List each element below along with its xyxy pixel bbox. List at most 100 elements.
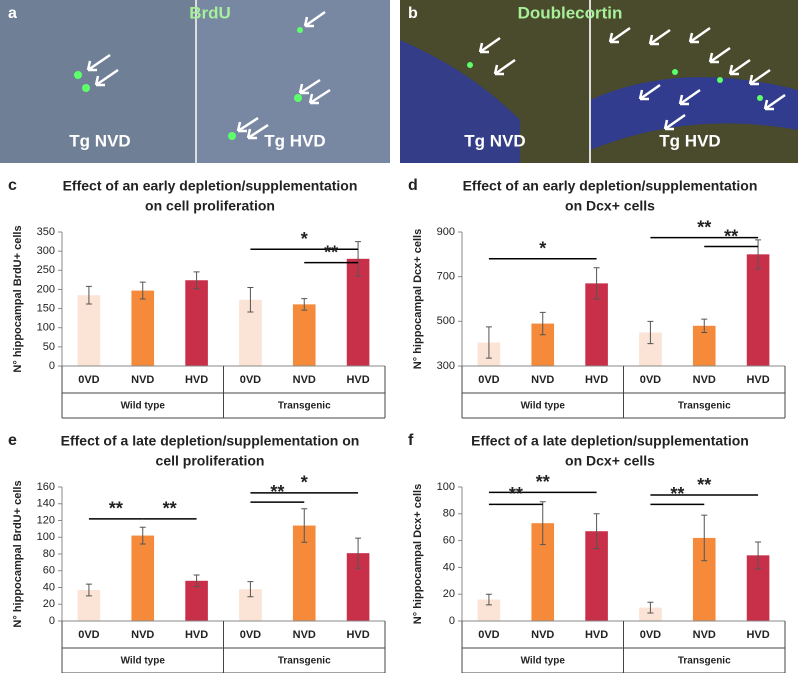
bar (639, 332, 662, 366)
chart-title: Effect of a late depletion/supplementati… (471, 433, 749, 449)
y-tick-label: 300 (37, 245, 55, 257)
bar (692, 325, 716, 366)
x-tick-label: NVD (293, 374, 316, 386)
error-bar (355, 537, 362, 569)
chart-title: cell proliferation (156, 453, 265, 469)
error-bar (85, 285, 92, 305)
bar (131, 290, 155, 366)
bar (292, 525, 316, 621)
x-tick-label: NVD (531, 374, 554, 386)
y-tick-label: 900 (437, 226, 455, 238)
error-bar (139, 281, 146, 300)
group-label: Wild type (121, 401, 166, 412)
error-bar (539, 501, 546, 546)
bar (239, 589, 262, 621)
significance-label: ** (324, 242, 338, 262)
bar (346, 553, 370, 621)
significance-label: * (301, 473, 308, 493)
bar (746, 254, 770, 366)
y-tick-label: 100 (37, 531, 55, 543)
x-tick-label: NVD (293, 629, 316, 641)
error-bar (701, 318, 708, 333)
bar (239, 299, 262, 366)
group-label: Transgenic (678, 401, 731, 412)
bar (477, 599, 501, 621)
group-label: Wild type (121, 656, 166, 667)
bar (746, 555, 770, 621)
y-tick-label: 200 (37, 283, 55, 295)
chart-title: on Dcx+ cells (565, 453, 655, 469)
panel-letter: b (408, 5, 418, 22)
x-tick-label: 0VD (640, 629, 661, 641)
significance-label: ** (724, 226, 738, 246)
y-tick-label: 140 (37, 498, 55, 510)
y-tick-label: 40 (43, 581, 55, 593)
x-tick-label: HVD (585, 374, 608, 386)
bar (531, 523, 555, 621)
image-label: Tg HVD (264, 131, 325, 150)
group-label: Transgenic (278, 401, 331, 412)
image-label: Tg HVD (659, 131, 720, 150)
arrows (86, 10, 786, 140)
y-tick-label: 160 (37, 481, 55, 493)
x-tick-label: HVD (346, 374, 369, 386)
image-title: Doublecortin (518, 3, 623, 22)
panel-letter: a (8, 5, 17, 22)
error-bar (539, 311, 546, 336)
chart-title: Effect of a late depletion/supplementati… (61, 433, 360, 449)
y-tick-label: 60 (443, 535, 455, 547)
chart-title: Effect of an early depletion/supplementa… (63, 178, 358, 194)
x-tick-label: NVD (131, 374, 154, 386)
x-tick-label: NVD (531, 629, 554, 641)
group-label: Transgenic (278, 656, 331, 667)
y-tick-label: 80 (43, 548, 55, 560)
x-tick-label: 0VD (240, 374, 261, 386)
panel-letter: d (408, 177, 418, 194)
significance-label: * (539, 239, 546, 259)
error-bar (593, 513, 600, 550)
y-tick-label: 0 (49, 360, 55, 372)
bar (346, 258, 370, 366)
error-bar (755, 239, 762, 270)
panel-letter: e (8, 432, 17, 449)
y-axis-label: N° hippocampal Dcx+ cells (412, 229, 424, 369)
x-tick-label: 0VD (78, 629, 99, 641)
y-tick-label: 60 (43, 565, 55, 577)
bar (185, 580, 208, 621)
significance-label: ** (697, 475, 711, 495)
image-title: BrdU (189, 3, 231, 22)
bar (639, 607, 662, 621)
y-tick-label: 20 (43, 598, 55, 610)
significance-label: ** (536, 472, 550, 492)
y-tick-label: 350 (37, 226, 55, 238)
x-tick-label: NVD (693, 629, 716, 641)
bar (585, 531, 608, 621)
x-tick-label: 0VD (478, 629, 499, 641)
x-tick-label: HVD (346, 629, 369, 641)
bar (77, 295, 101, 366)
y-tick-label: 20 (443, 588, 455, 600)
x-tick-label: HVD (746, 629, 769, 641)
y-tick-label: 50 (43, 341, 55, 353)
y-tick-label: 80 (443, 508, 455, 520)
error-bar (593, 267, 600, 300)
x-tick-label: 0VD (240, 629, 261, 641)
x-tick-label: HVD (746, 374, 769, 386)
error-bar (647, 320, 654, 345)
error-bar (301, 298, 308, 311)
y-axis-label: N° hippocampal BrdU+ cells (12, 225, 24, 372)
y-tick-label: 0 (449, 615, 455, 627)
chart-title: Effect of an early depletion/supplementa… (463, 178, 758, 194)
error-bar (193, 574, 200, 588)
y-tick-label: 100 (37, 322, 55, 334)
bar (131, 535, 155, 621)
bar (531, 323, 555, 366)
error-bar (301, 508, 308, 543)
y-axis-label: N° hippocampal Dcx+ cells (412, 484, 424, 624)
panel-letter: f (408, 432, 414, 449)
error-bar (701, 514, 708, 562)
cell-layer (400, 40, 520, 163)
bar (692, 537, 716, 621)
significance-label: ** (163, 499, 177, 519)
y-tick-label: 500 (437, 315, 455, 327)
